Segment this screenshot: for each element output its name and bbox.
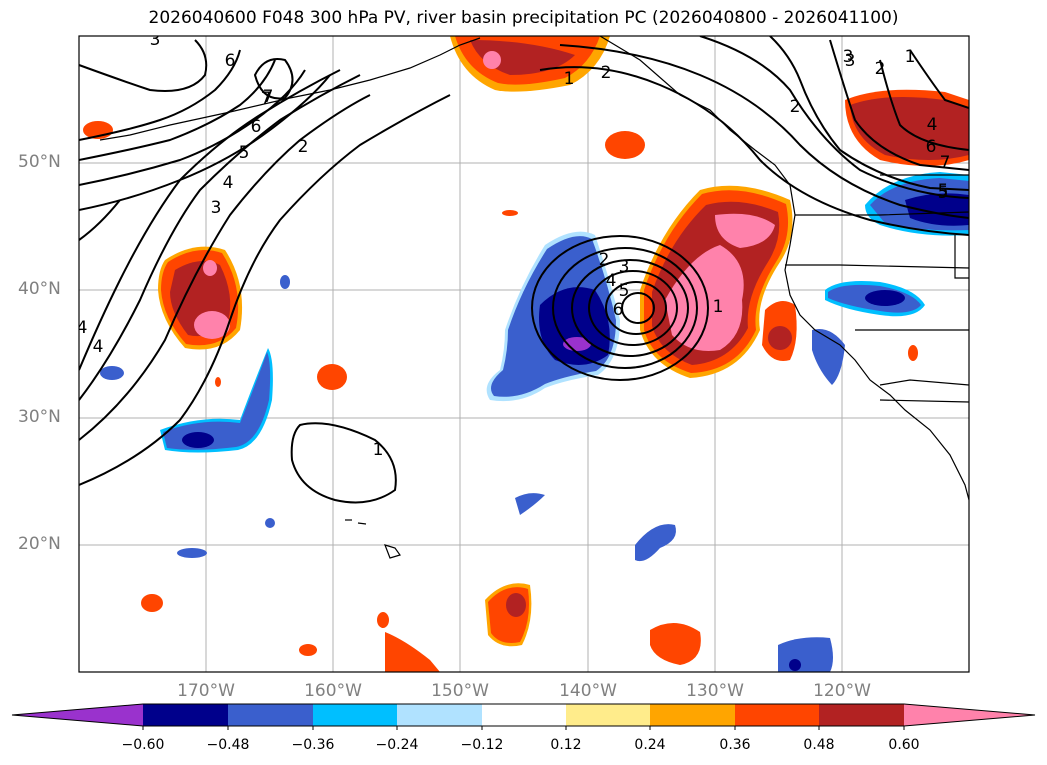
contour-label: 6 [613, 300, 624, 320]
colorbar-tick-label: 0.60 [888, 737, 920, 753]
contour-label: 1 [373, 440, 384, 460]
contour-label: 7 [263, 87, 274, 107]
contour-label: 5 [938, 183, 949, 203]
colorbar-tick-label: −0.60 [121, 737, 165, 753]
contour-label: 3 [211, 198, 222, 218]
lon-label-140w: 140°W [559, 681, 617, 701]
contour-label: 5 [619, 281, 630, 301]
contour-label: 2 [790, 97, 801, 117]
contour-label: 3 [845, 51, 856, 71]
contour-label: 4 [927, 115, 938, 135]
map-frame [78, 35, 970, 673]
pv-contours [79, 36, 969, 504]
colorbar-extend-low [12, 704, 143, 726]
map-plot: 1 2 3 4 5 6 7 1 2 3 4 5 6 1 2 3 4 5 6 7 … [77, 30, 970, 673]
colorbar-tick-label: 0.36 [719, 737, 751, 753]
contour-label: 2 [599, 250, 610, 270]
colorbar-segment [566, 704, 650, 726]
colorbar-segment [397, 704, 482, 726]
contour-label: 1 [713, 297, 724, 317]
lat-label-30n: 30°N [18, 407, 61, 427]
chart-title: 2026040600 F048 300 hPa PV, river basin … [148, 8, 899, 28]
colorbar-tick-label: 0.48 [803, 737, 835, 753]
contour-label: 4 [93, 337, 104, 357]
lon-label-150w: 150°W [431, 681, 489, 701]
colorbar-tick-label: −0.48 [206, 737, 250, 753]
contour-label: 7 [940, 153, 951, 173]
colorbar-segment [143, 704, 228, 726]
colorbar-segment [819, 704, 904, 726]
contour-label: 6 [926, 137, 937, 157]
contour-label: 6 [225, 51, 236, 71]
contour-labels: 1 2 3 4 5 6 7 1 2 3 4 5 6 1 2 3 4 5 6 7 … [77, 30, 951, 460]
colorbar-tick-label: 0.12 [550, 737, 582, 753]
lat-label-40n: 40°N [18, 279, 61, 299]
contour-label: 7 [261, 89, 272, 109]
colorbar-segment [228, 704, 313, 726]
colorbar [11, 703, 1036, 730]
colorbar-tick-label: −0.24 [375, 737, 419, 753]
contour-label: 2 [298, 137, 309, 157]
lat-label-50n: 50°N [18, 152, 61, 172]
contour-label: 1 [564, 69, 575, 89]
lat-label-20n: 20°N [18, 534, 61, 554]
colorbar-tick-label: 0.24 [634, 737, 666, 753]
contour-label: 4 [77, 318, 88, 338]
contour-label: 3 [619, 257, 630, 277]
colorbar-segment [482, 704, 566, 726]
colorbar-segment [313, 704, 397, 726]
colorbar-segment [735, 704, 819, 726]
lon-label-160w: 160°W [304, 681, 362, 701]
contour-label: 2 [875, 59, 886, 79]
contour-label: 4 [223, 173, 234, 193]
contour-label: 4 [606, 271, 617, 291]
contour-label: 5 [239, 143, 250, 163]
colorbar-tick-label: −0.36 [291, 737, 335, 753]
contour-label: 1 [905, 47, 916, 67]
lon-label-130w: 130°W [686, 681, 744, 701]
lon-label-170w: 170°W [177, 681, 235, 701]
lon-label-120w: 120°W [813, 681, 871, 701]
colorbar-segment [650, 704, 735, 726]
colorbar-tick-label: −0.12 [460, 737, 504, 753]
contour-label: 6 [251, 117, 262, 137]
colorbar-extend-high [904, 704, 1035, 726]
contour-label: 3 [150, 30, 161, 50]
contour-label: 5 [938, 181, 949, 201]
contour-label: 3 [843, 47, 854, 67]
contour-label: 2 [601, 63, 612, 83]
